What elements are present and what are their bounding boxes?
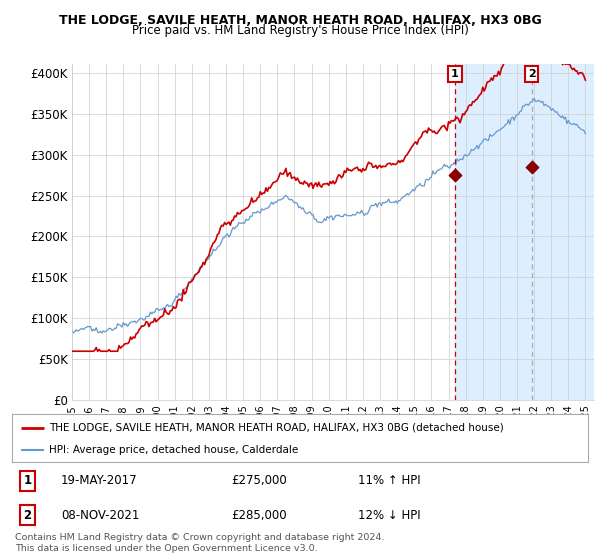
Bar (455, 64, 594, 400)
Text: 19-MAY-2017: 19-MAY-2017 (61, 474, 137, 487)
Text: 2: 2 (23, 508, 32, 521)
Text: 08-NOV-2021: 08-NOV-2021 (61, 508, 139, 521)
Text: Price paid vs. HM Land Registry's House Price Index (HPI): Price paid vs. HM Land Registry's House … (131, 24, 469, 37)
Point (527, 162, 536, 171)
Text: HPI: Average price, detached house, Calderdale: HPI: Average price, detached house, Cald… (49, 445, 299, 455)
Text: THE LODGE, SAVILE HEATH, MANOR HEATH ROAD, HALIFAX, HX3 0BG: THE LODGE, SAVILE HEATH, MANOR HEATH ROA… (59, 14, 541, 27)
Text: £285,000: £285,000 (231, 508, 287, 521)
Text: 1: 1 (23, 474, 32, 487)
Text: 11% ↑ HPI: 11% ↑ HPI (358, 474, 420, 487)
Text: Contains HM Land Registry data © Crown copyright and database right 2024.
This d: Contains HM Land Registry data © Crown c… (15, 533, 385, 553)
Text: THE LODGE, SAVILE HEATH, MANOR HEATH ROAD, HALIFAX, HX3 0BG (detached house): THE LODGE, SAVILE HEATH, MANOR HEATH ROA… (49, 423, 504, 433)
Point (450, 171, 460, 180)
Text: 2: 2 (527, 69, 535, 79)
Text: £275,000: £275,000 (231, 474, 287, 487)
Text: 12% ↓ HPI: 12% ↓ HPI (358, 508, 420, 521)
Text: 1: 1 (451, 69, 459, 79)
